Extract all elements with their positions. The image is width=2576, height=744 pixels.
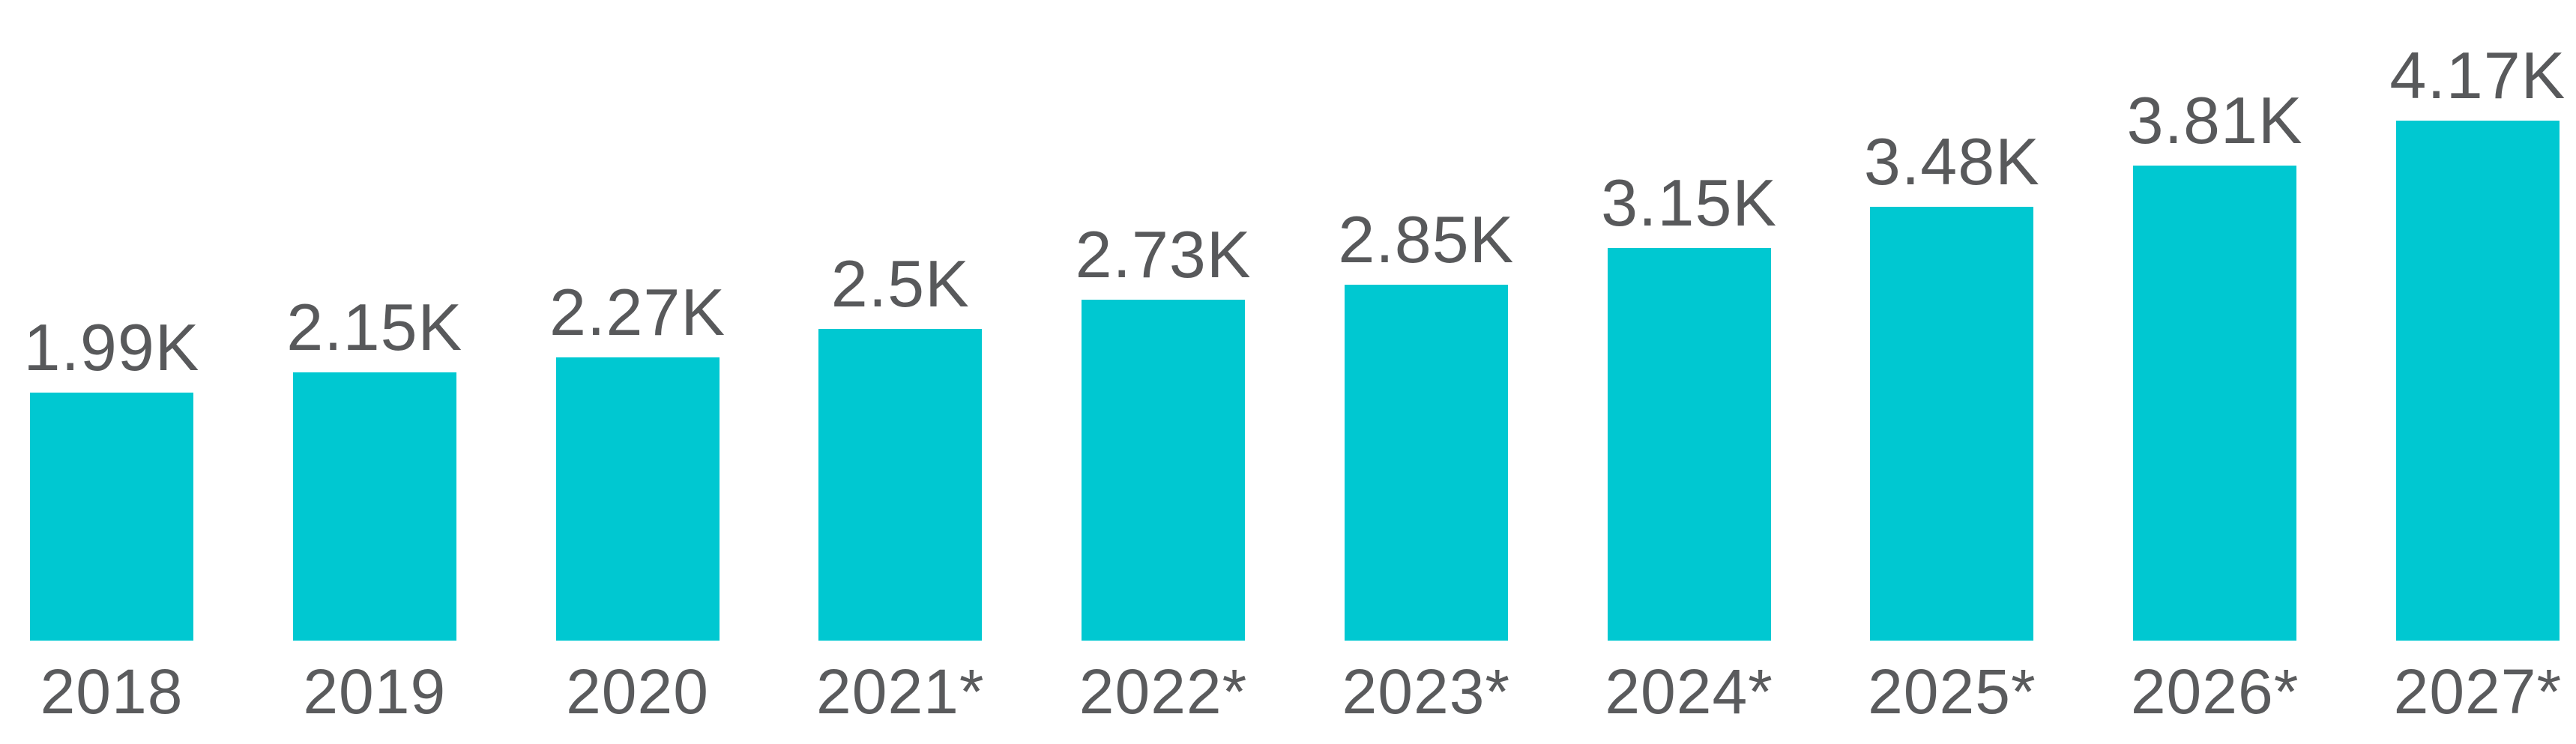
category-label: 2021*: [816, 656, 985, 727]
category-label: 2025*: [1868, 656, 2036, 727]
category-label-area: 2022*: [1079, 641, 1248, 744]
bar-group-2025: 3.48K 2025*: [1864, 0, 2039, 744]
bar-group-2020: 2.27K 2020: [549, 0, 725, 744]
bar: [818, 329, 983, 641]
category-label: 2019: [303, 656, 447, 727]
value-label: 1.99K: [23, 310, 200, 384]
value-label: 2.73K: [1075, 217, 1252, 291]
bar-group-2022: 2.73K 2022*: [1076, 0, 1251, 744]
category-label: 2022*: [1079, 656, 1248, 727]
category-label-area: 2026*: [2131, 641, 2299, 744]
category-label-area: 2021*: [816, 641, 985, 744]
bar: [555, 357, 720, 641]
value-label: 3.81K: [2126, 83, 2303, 157]
category-label: 2018: [40, 656, 184, 727]
value-label: 3.15K: [1601, 166, 1778, 240]
bar-group-2018: 1.99K 2018: [24, 0, 199, 744]
category-label-area: 2018: [40, 641, 184, 744]
bar: [1082, 300, 1246, 641]
value-label: 2.15K: [286, 290, 463, 364]
bar: [1870, 207, 2034, 641]
category-label-area: 2025*: [1868, 641, 2036, 744]
bar-group-2021: 2.5K 2021*: [816, 0, 985, 744]
bar: [292, 372, 456, 641]
bar-group-2019: 2.15K 2019: [286, 0, 462, 744]
bar-group-2026: 3.81K 2026*: [2127, 0, 2302, 744]
bar-group-2024: 3.15K 2024*: [1601, 0, 1776, 744]
category-label-area: 2024*: [1605, 641, 1773, 744]
category-label: 2023*: [1342, 656, 1511, 727]
category-label: 2020: [566, 656, 709, 727]
category-label: 2027*: [2393, 656, 2563, 727]
bar: [2395, 121, 2560, 641]
value-label: 3.48K: [1863, 124, 2040, 199]
category-label-area: 2023*: [1342, 641, 1511, 744]
value-label: 2.27K: [549, 275, 726, 349]
bar: [1607, 248, 1771, 641]
category-label-area: 2019: [303, 641, 446, 744]
category-label-area: 2027*: [2394, 641, 2563, 744]
bar: [30, 393, 193, 641]
value-label: 2.85K: [1338, 202, 1515, 276]
bar: [2133, 166, 2297, 641]
category-label: 2026*: [2130, 656, 2299, 727]
bar-group-2027: 4.17K 2027*: [2389, 0, 2565, 744]
value-label: 2.5K: [830, 247, 970, 321]
bar: [1344, 285, 1508, 641]
category-label-area: 2020: [566, 641, 709, 744]
category-label: 2024*: [1605, 656, 1773, 727]
bar-group-2023: 2.85K 2023*: [1338, 0, 1513, 744]
value-label: 4.17K: [2389, 38, 2566, 112]
